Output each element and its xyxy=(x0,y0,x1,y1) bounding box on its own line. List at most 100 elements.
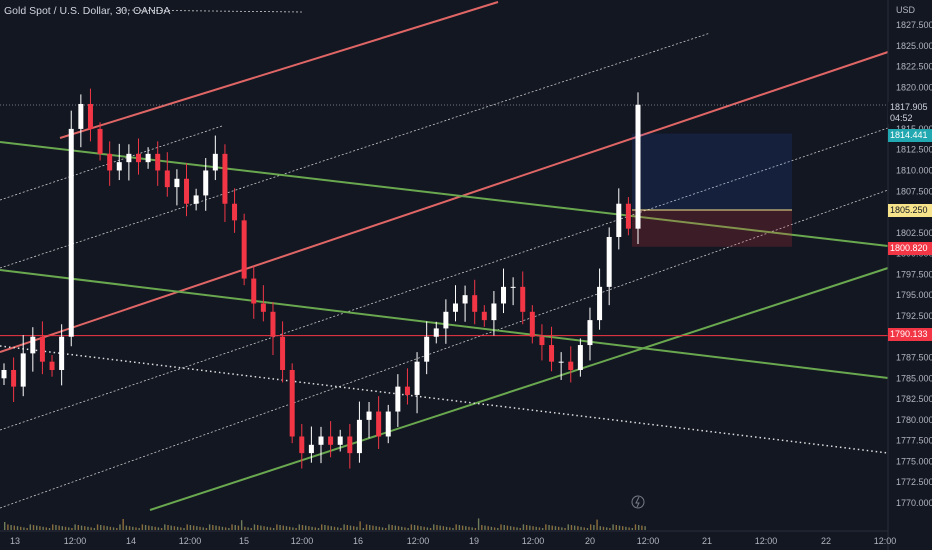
volume-bar xyxy=(74,524,76,530)
volume-bar xyxy=(423,526,425,530)
volume-bar xyxy=(240,520,243,530)
volume-bar xyxy=(503,525,505,530)
volume-bar xyxy=(407,528,409,530)
volume-bar xyxy=(599,526,601,530)
y-tick-label: 1780.000 xyxy=(896,415,932,425)
time-axis[interactable]: 13 12:00 14 12:00 15 12:00 16 12:00 19 12:00 20 12:… xyxy=(0,530,896,546)
volume-bar xyxy=(586,528,589,530)
position-tool[interactable] xyxy=(632,133,792,247)
stop-price-label: 1800.820 xyxy=(888,242,932,255)
volume-bar xyxy=(138,528,140,530)
volume-bar xyxy=(116,528,118,530)
volume-bar xyxy=(522,524,525,530)
candle xyxy=(356,401,362,463)
candle xyxy=(577,338,583,377)
candle xyxy=(520,271,526,325)
volume-bar xyxy=(135,527,137,530)
volume-bar xyxy=(567,524,569,530)
volume-bar xyxy=(58,525,60,530)
x-tick-label: 12:00 xyxy=(179,536,202,546)
volume-bar xyxy=(84,526,86,530)
volume-bar xyxy=(157,527,160,530)
candle xyxy=(260,285,266,322)
volume-bar xyxy=(333,526,336,530)
volume-bar xyxy=(20,526,22,530)
volume-bar xyxy=(564,528,566,530)
volume-bar xyxy=(417,525,419,530)
candle xyxy=(529,305,535,344)
candle xyxy=(472,279,478,325)
volume-bar xyxy=(391,525,393,530)
candle xyxy=(587,307,593,361)
volume-bar xyxy=(477,518,480,530)
volume-bar xyxy=(154,526,156,530)
volume-bar xyxy=(106,526,108,530)
volume-bar xyxy=(644,526,646,530)
volume-bar xyxy=(413,525,416,530)
candle xyxy=(280,321,286,383)
candle xyxy=(78,94,84,148)
volume-bar xyxy=(276,524,278,530)
candle xyxy=(424,321,430,375)
volume-bar xyxy=(551,525,553,530)
volume-bar xyxy=(180,527,182,530)
volume-bar xyxy=(167,525,169,530)
lightning-icon[interactable] xyxy=(631,495,645,509)
candle xyxy=(625,197,631,236)
volume-bar xyxy=(292,527,294,530)
volume-bar xyxy=(247,527,249,530)
volume-bar xyxy=(208,524,211,530)
x-tick-label: 12:00 xyxy=(522,536,545,546)
volume-bar xyxy=(452,528,454,530)
volume-bar xyxy=(228,528,230,530)
candle xyxy=(549,326,555,372)
volume-bar xyxy=(381,527,384,530)
volume-bar xyxy=(557,526,560,530)
volume-bar xyxy=(144,525,147,530)
candle xyxy=(30,327,36,372)
candle xyxy=(49,355,55,377)
volume-bar xyxy=(538,527,541,530)
volume-bar xyxy=(32,525,35,530)
candle xyxy=(68,110,74,347)
candle xyxy=(232,188,238,233)
candle xyxy=(328,421,334,458)
volume-bar xyxy=(164,524,166,530)
volume-bar xyxy=(577,526,579,530)
volume-bar xyxy=(631,528,633,530)
volume-bar xyxy=(497,528,499,530)
trend-line xyxy=(0,32,711,269)
volume-bar xyxy=(23,527,25,530)
candle xyxy=(443,299,449,344)
volume-bar xyxy=(500,524,502,530)
volume-bar xyxy=(426,527,429,530)
y-tick-label: 1792.500 xyxy=(896,311,932,321)
candle xyxy=(308,426,314,463)
volume-bar xyxy=(148,525,150,530)
volume-bar xyxy=(461,525,464,530)
candle xyxy=(558,352,564,380)
volume-bar xyxy=(481,525,483,530)
candle xyxy=(606,227,612,306)
volume-bar xyxy=(561,527,563,530)
x-tick-label: 13 xyxy=(10,536,20,546)
volume-bar xyxy=(641,525,643,530)
volume-bars xyxy=(4,518,646,530)
volume-bar xyxy=(554,526,557,530)
volume-bar xyxy=(570,525,573,530)
volume-bar xyxy=(285,526,288,530)
candle xyxy=(270,302,276,356)
volume-bar xyxy=(506,525,509,530)
volume-bar xyxy=(484,525,486,530)
y-tick-label: 1795.000 xyxy=(896,290,932,300)
volume-bar xyxy=(513,526,515,530)
volume-bar xyxy=(202,527,204,530)
volume-bar xyxy=(272,528,275,530)
volume-bar xyxy=(256,525,259,530)
volume-bar xyxy=(509,526,512,530)
price-axis[interactable]: 1827.5001825.0001822.5001820.0001817.500… xyxy=(887,0,932,550)
volume-bar xyxy=(340,528,342,530)
candle xyxy=(20,335,26,397)
volume-bar xyxy=(266,526,268,530)
